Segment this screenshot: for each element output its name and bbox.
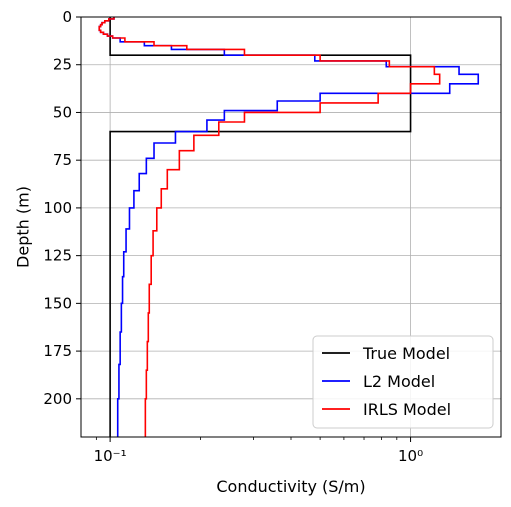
axis-ticks: 0 25 50 75 100 125 150 175 200 10⁻¹ 10⁰ [43,8,423,465]
y-tick-label: 150 [43,294,72,312]
y-tick-label: 0 [62,8,72,26]
x-tick-label: 10⁰ [398,447,423,465]
series-layer [98,17,480,437]
y-tick-label: 125 [43,247,72,265]
y-tick-label: 25 [53,56,72,74]
y-tick-label: 75 [53,151,72,169]
legend: True Model L2 Model IRLS Model [312,335,494,429]
y-tick-label: 50 [53,103,72,121]
irls-model-line [98,17,441,437]
y-tick-label: 175 [43,342,72,360]
x-tick-label: 10⁻¹ [94,447,127,465]
legend-box [312,335,494,429]
legend-label: True Model [362,344,450,363]
y-axis-label: Depth (m) [14,186,33,268]
legend-label: IRLS Model [363,400,451,419]
y-tick-label: 100 [43,199,72,217]
y-tick-label: 200 [43,390,72,408]
x-axis-label: Conductivity (S/m) [216,477,365,496]
legend-label: L2 Model [363,372,435,391]
